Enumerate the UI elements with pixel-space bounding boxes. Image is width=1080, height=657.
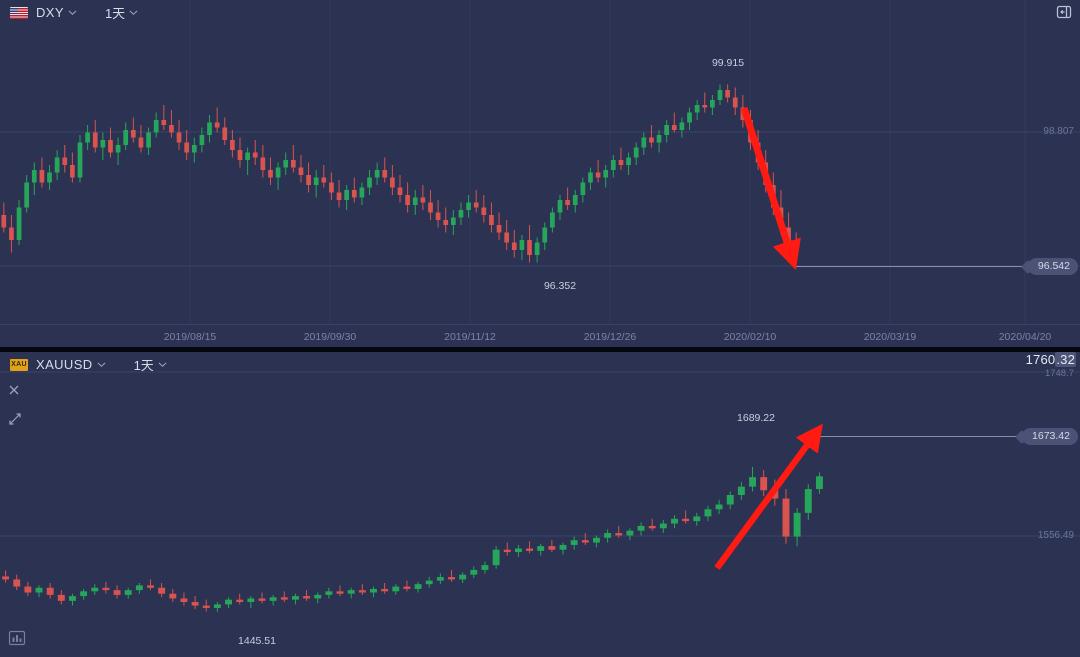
gold-candlestick-series xyxy=(2,466,823,612)
dxy-xtick-2: 2019/11/12 xyxy=(444,331,496,343)
gold-symbol-label[interactable]: XAUUSD xyxy=(36,357,93,372)
dxy-price-tag-value: 96.542 xyxy=(1037,260,1070,272)
gold-price-tag-value: 1673.42 xyxy=(1032,430,1070,442)
gold-left-tools xyxy=(8,384,24,440)
dxy-price-line xyxy=(795,266,1030,267)
gold-price-tag[interactable]: 1673.42 xyxy=(1022,428,1078,445)
dxy-symbol-label[interactable]: DXY xyxy=(36,5,64,20)
chart-panel-dxy: DXY 1天 xyxy=(0,0,1080,349)
dxy-xtick-1: 2019/09/30 xyxy=(303,331,357,343)
dxy-xtick-0: 2019/08/15 xyxy=(163,331,217,343)
gold-plot-area xyxy=(0,352,1080,657)
dxy-plot-area xyxy=(0,0,1080,324)
gold-live-price-highlight: .32 xyxy=(1055,352,1076,367)
gold-toolbar: XAU XAUUSD 1天 xyxy=(0,352,1080,377)
panel-divider[interactable] xyxy=(0,347,1080,352)
panel-right-icon[interactable] xyxy=(1056,4,1072,20)
bar-chart-icon[interactable] xyxy=(8,629,26,647)
gold-price-line xyxy=(818,436,1030,437)
gold-live-price: 1760.32 xyxy=(1026,352,1076,367)
dxy-high-label: 99.915 xyxy=(711,57,745,69)
close-icon[interactable] xyxy=(8,384,24,400)
chart-panel-xauusd: XAU XAUUSD 1天 xyxy=(0,352,1080,657)
dxy-timeframe-label[interactable]: 1天 xyxy=(104,6,126,21)
gold-high-label: 1689.22 xyxy=(737,412,775,424)
chevron-down-icon[interactable] xyxy=(97,360,106,369)
gold-live-price-sub: 1748.7 xyxy=(1044,368,1074,379)
dxy-price-tag[interactable]: 96.542 xyxy=(1027,258,1078,275)
xau-badge-icon: XAU xyxy=(10,358,28,371)
dxy-xtick-4: 2020/02/10 xyxy=(723,331,777,343)
dxy-axis-label-0: 98.807 xyxy=(1043,126,1074,137)
dxy-toolbar: DXY 1天 xyxy=(0,0,1080,25)
dxy-xtick-3: 2019/12/26 xyxy=(583,331,637,343)
dxy-candlestick-series xyxy=(1,84,799,263)
dxy-xaxis-rule xyxy=(0,324,1080,325)
dxy-low-label: 96.352 xyxy=(543,280,577,292)
gold-live-price-main: 1760 xyxy=(1025,352,1056,367)
gold-timeframe-label[interactable]: 1天 xyxy=(133,358,154,373)
dxy-xtick-6: 2020/04/20 xyxy=(998,331,1052,343)
dxy-xtick-5: 2020/03/19 xyxy=(863,331,917,343)
chevron-down-icon[interactable] xyxy=(68,8,77,17)
expand-icon[interactable] xyxy=(8,412,24,428)
gold-low-label: 1445.51 xyxy=(238,635,276,647)
chevron-down-icon[interactable] xyxy=(158,360,167,369)
chevron-down-icon[interactable] xyxy=(129,8,138,17)
us-flag-icon xyxy=(10,6,28,19)
gold-axis-label-0: 1556.49 xyxy=(1037,530,1074,541)
